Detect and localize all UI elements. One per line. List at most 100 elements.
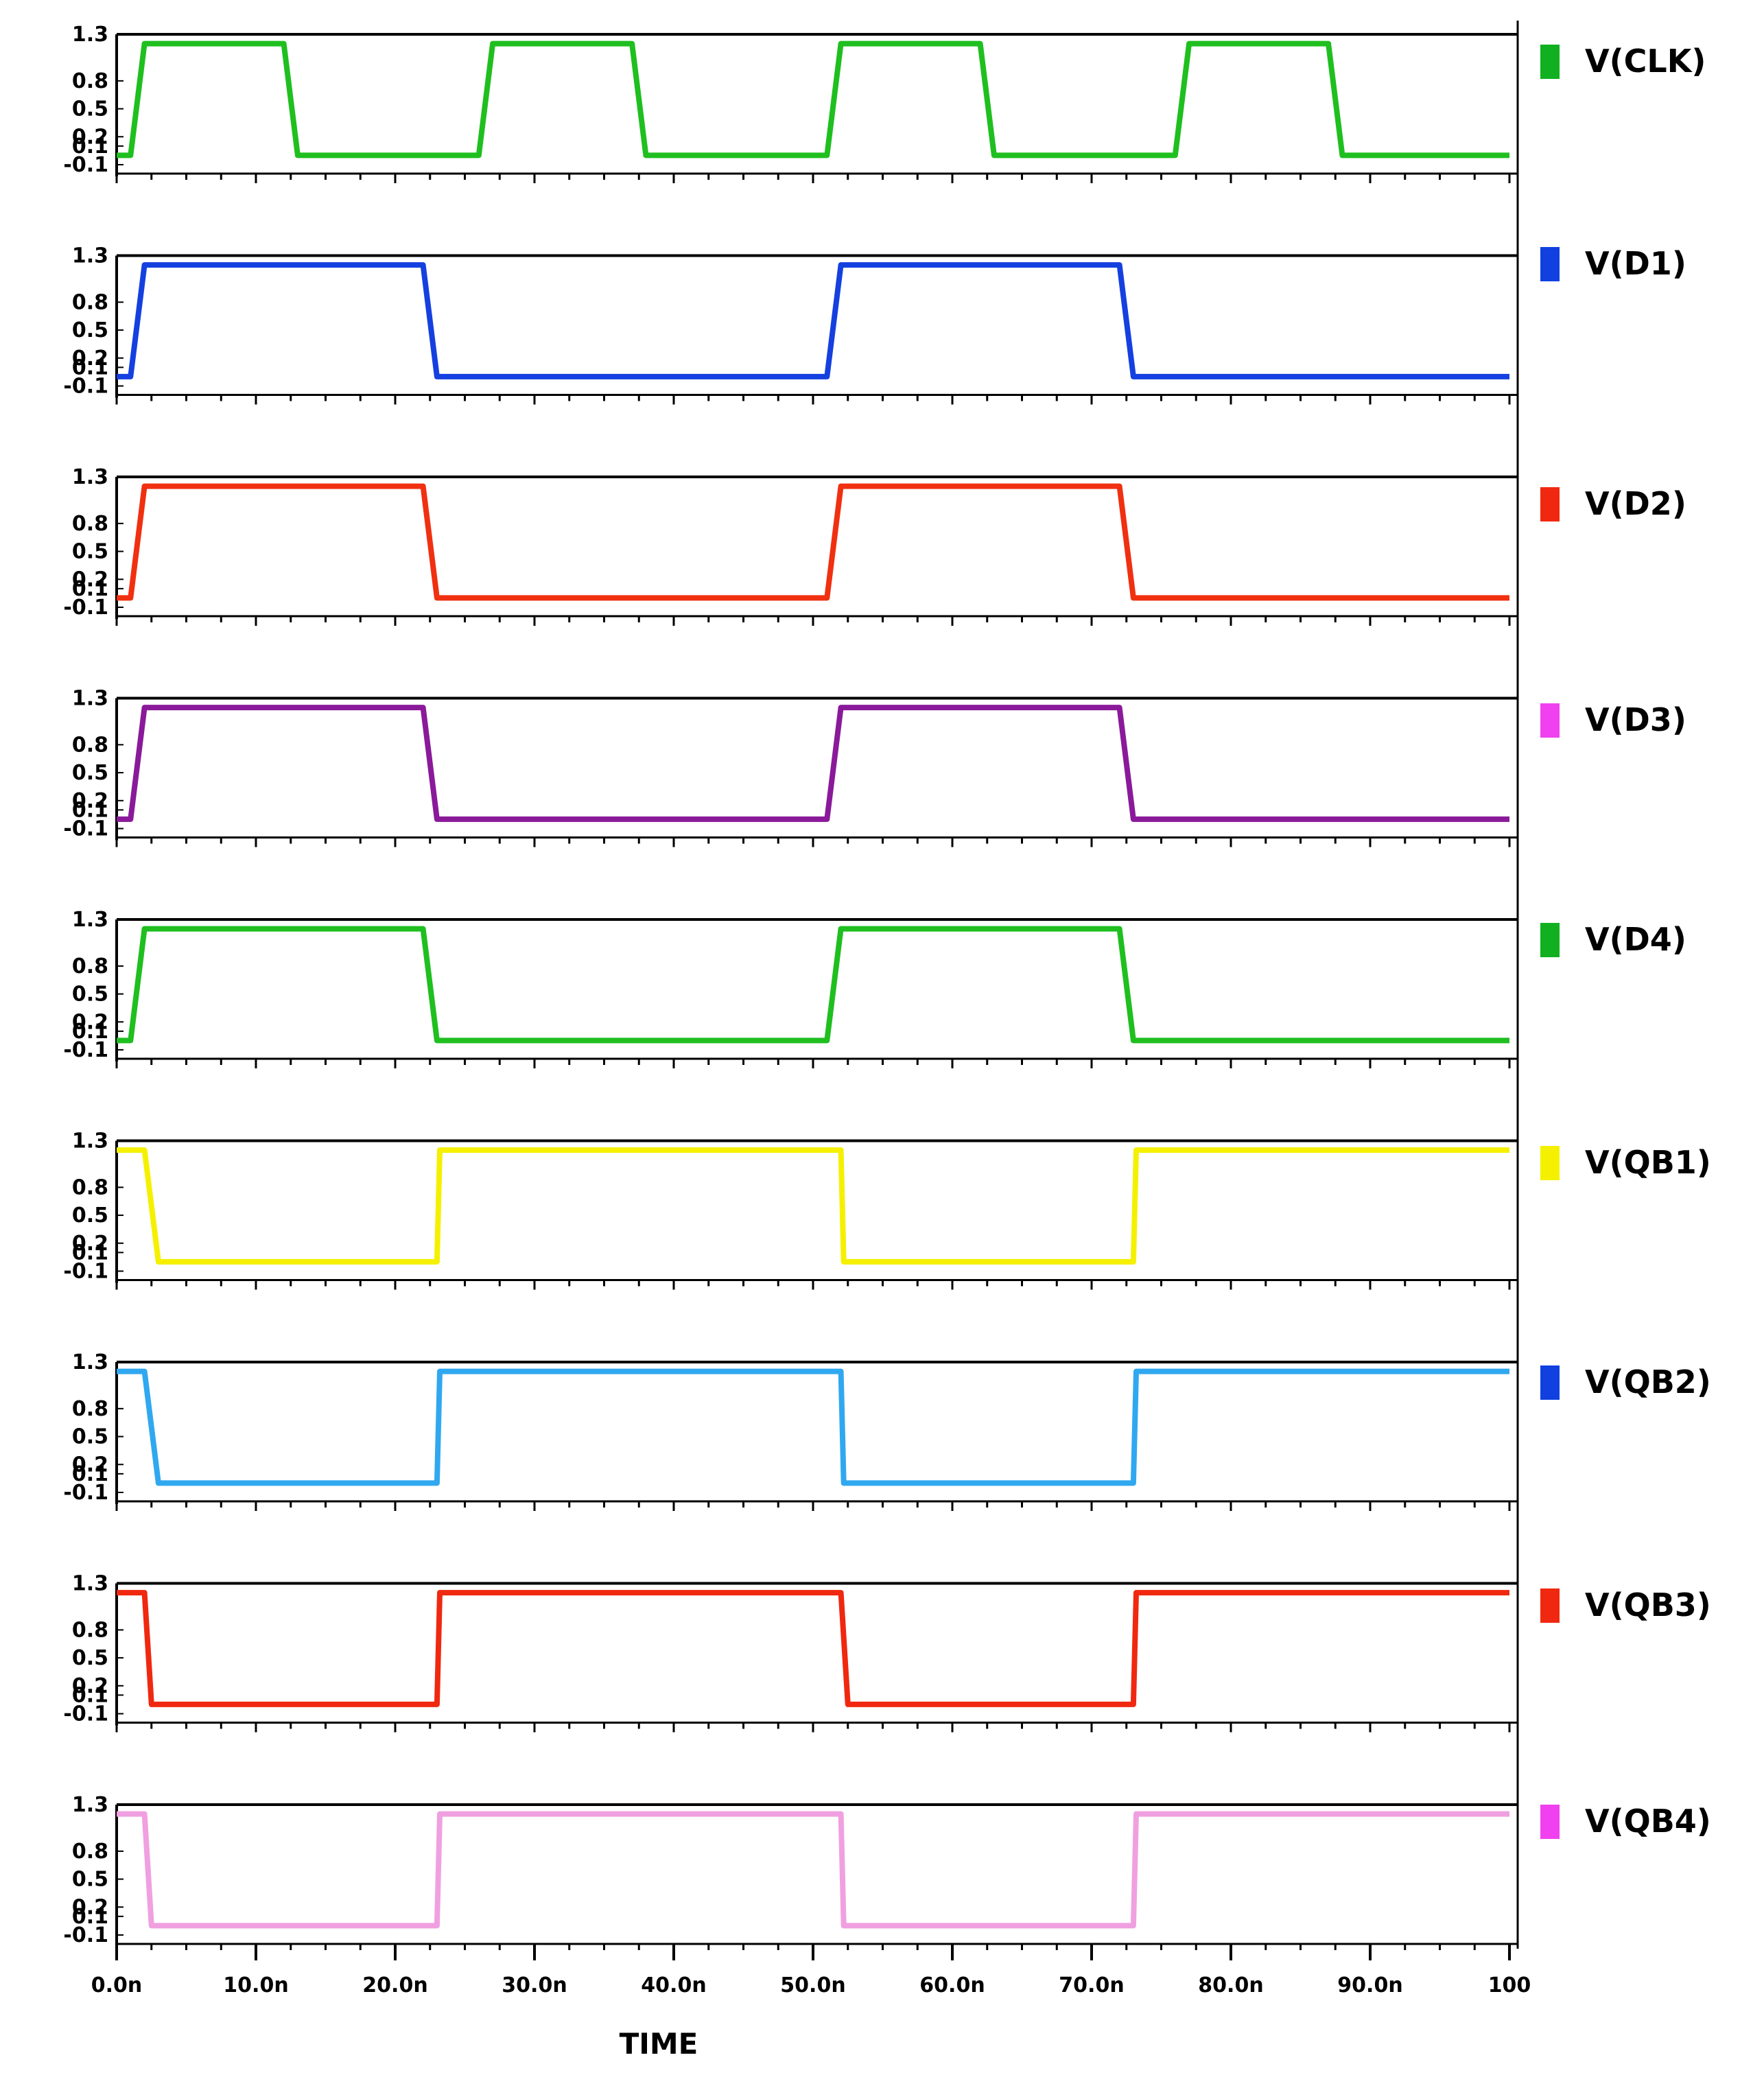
y-tick-label: -0.1 [63, 375, 108, 399]
legend: V(CLK) V(D1) V(D2) V(D3) V(D4) V(QB1) V(QB2) V(… [1540, 43, 1711, 1840]
y-tick-label: 0.2 [72, 1010, 108, 1034]
waveform-panels: 1.30.80.50.20.1-0.11.30.80.50.20.1-0.11.… [63, 21, 1519, 1954]
panel-vqb3: 1.3 0.8 0.5 0.20.1-0.1 [63, 1572, 1518, 1733]
y-tick-label: 0.8 [72, 954, 108, 978]
legend-swatch [1540, 923, 1560, 957]
y-tick-label: 0.5 [72, 761, 108, 785]
y-tick-label: 0.8 [72, 1840, 108, 1864]
legend-label: V(D3) [1585, 701, 1686, 738]
y-tick-label: 0.2 [72, 347, 108, 371]
y-tick-label: 1.3 [72, 1572, 108, 1596]
x-tick-label: 40.0n [641, 1973, 706, 1997]
panel-vd2: 1.3 0.8 0.5 0.20.1-0.1 [63, 465, 1518, 626]
y-tick-label: 0.1 [72, 134, 108, 159]
legend-swatch [1540, 45, 1560, 79]
y-tick-label: 0.2 [72, 1895, 108, 1919]
y-tick-label: -0.1 [63, 1038, 108, 1062]
y-tick-label: 0.2 [72, 789, 108, 813]
y-tick-label: 0.2 [72, 567, 108, 591]
x-tick-label: 0.0n [91, 1973, 143, 1997]
legend-label: V(QB4) [1585, 1803, 1711, 1840]
y-tick-label: 1.3 [72, 244, 108, 268]
x-axis-title: TIME [620, 2027, 698, 2061]
y-tick-label: 1.3 [72, 1793, 108, 1817]
y-tick-label: 0.8 [72, 1618, 108, 1642]
x-tick-label: 20.0n [362, 1973, 427, 1997]
y-tick-label: 0.5 [72, 540, 108, 564]
y-tick-label: -0.1 [63, 1260, 108, 1284]
y-tick-label: 1.3 [72, 465, 108, 489]
legend-swatch [1540, 703, 1560, 738]
y-tick-label: 0.1 [72, 1462, 108, 1486]
y-tick-label: 0.5 [72, 1646, 108, 1670]
y-tick-label: 0.5 [72, 1425, 108, 1449]
waveform-line-5 [117, 1147, 1509, 1265]
legend-label: V(D4) [1585, 921, 1686, 958]
waveform-line-4 [117, 926, 1509, 1044]
legend-label: V(D1) [1585, 245, 1686, 282]
y-tick-label: 0.8 [72, 69, 108, 93]
legend-label: V(D2) [1585, 485, 1686, 522]
y-tick-label: -0.1 [63, 596, 108, 620]
y-tick-label: 1.3 [72, 908, 108, 932]
x-tick-label: 80.0n [1198, 1973, 1263, 1997]
legend-label: V(QB3) [1585, 1586, 1711, 1623]
x-axis: 0.0n 10.0n 20.0n 30.0n 40.0n 50.0n 60.0n 70.0n 8… [91, 1944, 1531, 1997]
panel-vd4: 1.3 0.8 0.5 0.20.1-0.1 [63, 908, 1518, 1068]
y-tick-label: 0.5 [72, 983, 108, 1007]
y-tick-label: 0.1 [72, 1683, 108, 1707]
y-tick-label: 0.8 [72, 512, 108, 536]
legend-swatch [1540, 1365, 1560, 1400]
y-tick-label: 0.1 [72, 1241, 108, 1265]
panel-vd1: 1.3 0.8 0.5 0.20.1-0.1 [63, 244, 1518, 405]
legend-swatch [1540, 1805, 1560, 1839]
waveform-line-1 [117, 262, 1509, 379]
y-tick-label: 0.8 [72, 733, 108, 757]
y-tick-label: 0.5 [72, 318, 108, 342]
y-tick-label: -0.1 [63, 153, 108, 177]
x-tick-label: 50.0n [780, 1973, 845, 1997]
legend-label: V(QB2) [1585, 1363, 1711, 1400]
x-tick-label: 100 [1488, 1973, 1531, 1997]
y-tick-label: 1.3 [72, 687, 108, 711]
y-tick-label: 0.2 [72, 1232, 108, 1256]
waveform-line-0 [117, 40, 1509, 159]
y-tick-label: -0.1 [63, 1481, 108, 1505]
waveform-line-8 [117, 1811, 1509, 1929]
y-tick-label: -0.1 [63, 817, 108, 841]
y-tick-label: 0.8 [72, 1397, 108, 1421]
legend-swatch [1540, 1146, 1560, 1180]
legend-label: V(CLK) [1585, 43, 1706, 80]
waveform-line-6 [117, 1368, 1509, 1486]
y-tick-label: 0.1 [72, 1020, 108, 1044]
x-tick-label: 70.0n [1059, 1973, 1124, 1997]
y-tick-label: 0.5 [72, 1868, 108, 1892]
waveform-line-7 [117, 1590, 1509, 1707]
y-tick-label: 1.3 [72, 1350, 108, 1374]
y-tick-label: 0.1 [72, 355, 108, 379]
y-tick-label: 0.2 [72, 1674, 108, 1698]
y-tick-label: -0.1 [63, 1923, 108, 1947]
legend-swatch [1540, 1588, 1560, 1623]
y-tick-label: 0.8 [72, 290, 108, 314]
legend-swatch [1540, 247, 1560, 281]
legend-label: V(QB1) [1585, 1144, 1711, 1181]
y-tick-label: -0.1 [63, 1702, 108, 1726]
y-tick-label: 0.1 [72, 577, 108, 601]
y-tick-label: 1.3 [72, 23, 108, 47]
waveform-line-3 [117, 705, 1509, 822]
x-tick-label: 60.0n [919, 1973, 985, 1997]
y-tick-label: 0.2 [72, 125, 108, 149]
y-tick-label: 0.5 [72, 1204, 108, 1228]
panel-vclk: 1.3 0.8 0.5 0.20.1-0.1 [63, 23, 1518, 183]
panel-vqb1: 1.3 0.8 0.5 0.20.1-0.1 [63, 1129, 1518, 1290]
panel-vqb4: 1.3 0.8 0.5 0.20.1-0.1 [63, 1793, 1518, 1954]
panel-vd3: 1.3 0.8 0.5 0.20.1-0.1 [63, 687, 1518, 847]
legend-swatch [1540, 487, 1560, 521]
y-tick-label: 0.1 [72, 798, 108, 822]
y-tick-label: 1.3 [72, 1129, 108, 1153]
panel-vqb2: 1.3 0.8 0.5 0.20.1-0.1 [63, 1350, 1518, 1511]
y-tick-label: 0.8 [72, 1175, 108, 1199]
